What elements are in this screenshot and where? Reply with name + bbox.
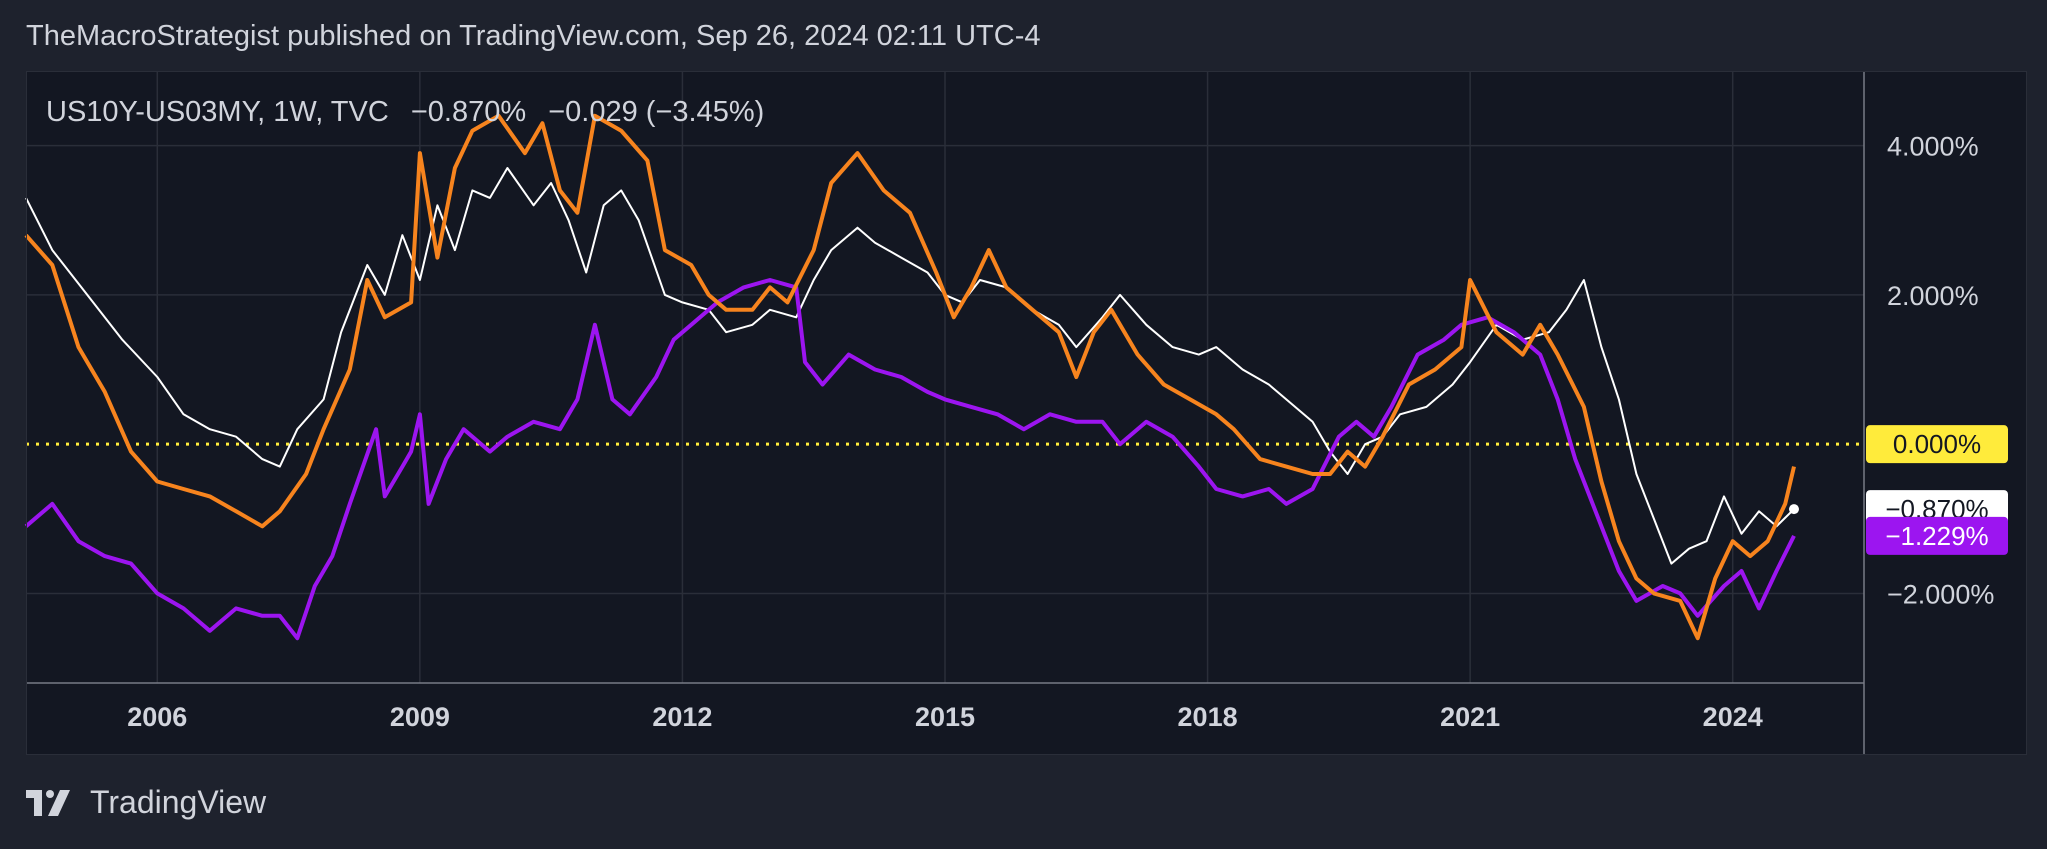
x-tick-label: 2009 bbox=[390, 702, 450, 732]
purple-series-price-tag: −1.229% bbox=[1866, 516, 2008, 555]
x-tick-label: 2021 bbox=[1440, 702, 1500, 732]
publish-info: TheMacroStrategist published on TradingV… bbox=[26, 20, 1041, 52]
zero-price-tag-box bbox=[1866, 425, 2008, 464]
legend-change: −0.029 (−3.45%) bbox=[548, 96, 764, 128]
last-point-marker bbox=[1788, 504, 1799, 515]
zero-price-tag-text: 0.000% bbox=[1893, 429, 1981, 459]
tradingview-logo-icon bbox=[26, 789, 70, 816]
y-tick-label: 2.000% bbox=[1887, 281, 1979, 311]
series-line bbox=[24, 113, 1796, 641]
price-tags: 0.000%−0.870%−1.229% bbox=[1866, 425, 2008, 555]
series-line bbox=[25, 167, 1795, 565]
x-tick-label: 2024 bbox=[1703, 702, 1763, 732]
y-axis-labels: 4.000% 2.000% −2.000% bbox=[1887, 132, 1994, 610]
series-line bbox=[24, 278, 1796, 641]
chart-legend: US10Y-US03MY, 1W, TVC −0.870% −0.029 (−3… bbox=[46, 96, 764, 128]
x-axis-labels: 2006 2009 2012 2015 2018 2021 2024 bbox=[127, 702, 1763, 732]
series-layer bbox=[24, 113, 1799, 641]
x-tick-label: 2015 bbox=[915, 702, 975, 732]
chart-panel[interactable] bbox=[26, 71, 2027, 755]
purple-series-price-tag-box bbox=[1866, 516, 2008, 555]
zero-price-tag: 0.000% bbox=[1866, 425, 2008, 464]
brand[interactable]: TradingView bbox=[26, 784, 266, 821]
x-tick-label: 2012 bbox=[652, 702, 712, 732]
legend-last-value: −0.870% bbox=[411, 96, 526, 128]
purple-series-price-tag-text: −1.229% bbox=[1885, 521, 1988, 551]
x-tick-label: 2018 bbox=[1178, 702, 1238, 732]
grid-lines bbox=[26, 71, 1864, 683]
legend-symbol: US10Y-US03MY, 1W, TVC bbox=[46, 96, 389, 128]
brand-name: TradingView bbox=[90, 784, 267, 820]
y-tick-label: 4.000% bbox=[1887, 132, 1979, 162]
y-tick-label: −2.000% bbox=[1887, 579, 1994, 609]
x-tick-label: 2006 bbox=[127, 702, 187, 732]
